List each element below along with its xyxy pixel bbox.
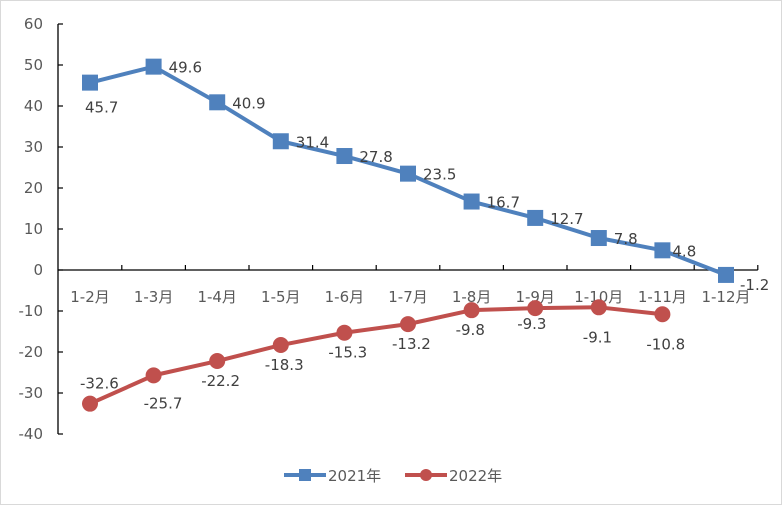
y-tick-label: -20	[19, 343, 44, 361]
y-tick-label: 0	[33, 261, 43, 279]
data-point-circle	[336, 324, 353, 341]
x-category-label: 1-2月	[70, 288, 110, 306]
data-label: 12.7	[550, 210, 583, 228]
legend-item: 2021年	[284, 467, 381, 485]
legend: 2021年 2022年	[284, 467, 502, 485]
legend-item: 2022年	[405, 467, 502, 485]
data-label: -18.3	[265, 356, 304, 374]
x-category-label: 1-9月	[515, 288, 555, 306]
series-layer	[82, 58, 734, 412]
data-point-square	[718, 266, 734, 283]
data-point-square	[654, 242, 671, 259]
data-label: -9.3	[517, 315, 546, 333]
series-2022年	[82, 299, 671, 412]
data-point-square	[590, 230, 607, 247]
data-label: -9.8	[456, 321, 485, 339]
x-category-label: 1-12月	[701, 288, 750, 306]
data-point-circle	[590, 299, 607, 316]
y-tick-label: 40	[24, 97, 43, 115]
legend-marker-circle	[420, 469, 432, 481]
data-label: -32.6	[80, 375, 119, 393]
data-point-square	[527, 209, 544, 226]
data-label: -22.2	[201, 372, 240, 390]
x-category-label: 1-3月	[134, 288, 174, 306]
legend-label: 2022年	[449, 467, 502, 485]
data-point-square	[463, 193, 480, 210]
data-label: -1.2	[740, 276, 769, 294]
y-tick-label: 20	[24, 179, 43, 197]
data-label: 27.8	[359, 148, 392, 166]
data-label: -9.1	[583, 328, 612, 346]
data-point-circle	[209, 353, 226, 370]
data-point-square	[336, 148, 353, 165]
data-label: 40.9	[232, 94, 265, 112]
y-tick-label: -10	[19, 302, 44, 320]
data-label: 4.8	[672, 242, 696, 260]
data-label: -25.7	[144, 394, 183, 412]
data-label: -13.2	[392, 335, 431, 353]
x-category-label: 1-6月	[325, 288, 365, 306]
x-category-label: 1-11月	[638, 288, 687, 306]
data-point-square	[145, 58, 162, 75]
y-tick-label: -40	[19, 425, 44, 443]
series-2021年	[82, 58, 734, 283]
data-point-square	[400, 165, 416, 182]
axes: 60 50 40 30 20 10 0 -10 -20 -30 -40 1-2月 1-3月 1-4月 1-5…	[19, 15, 759, 443]
x-category-label: 1-5月	[261, 288, 301, 306]
x-category-label: 1-10月	[574, 288, 623, 306]
data-point-circle	[82, 395, 98, 412]
x-category-label: 1-8月	[452, 288, 492, 306]
legend-label: 2021年	[328, 467, 381, 485]
data-label: 23.5	[423, 166, 456, 184]
y-tick-label: -30	[19, 384, 44, 402]
data-labels-layer: 45.7 49.6 40.9 31.4 27.8 23.5 16.7 12.7 7.8 4.8 -1…	[80, 59, 769, 413]
data-point-square	[272, 133, 289, 150]
data-point-circle	[400, 316, 416, 333]
data-label: -10.8	[646, 335, 685, 353]
data-point-circle	[654, 306, 671, 323]
data-label: 7.8	[614, 230, 638, 248]
data-point-circle	[272, 337, 289, 354]
legend-marker-square	[299, 469, 311, 481]
y-tick-label: 30	[24, 138, 43, 156]
data-label: 31.4	[296, 133, 329, 151]
data-point-square	[82, 74, 98, 91]
data-label: 16.7	[487, 194, 520, 212]
y-tick-label: 50	[24, 56, 43, 74]
data-label: -15.3	[328, 344, 367, 362]
y-tick-label: 60	[24, 15, 43, 33]
data-point-circle	[527, 300, 544, 317]
y-tick-label: 10	[24, 220, 43, 238]
data-point-circle	[463, 302, 480, 319]
data-point-circle	[145, 367, 162, 384]
data-point-square	[209, 94, 226, 111]
series-line	[89, 305, 663, 406]
data-label: 49.6	[169, 59, 202, 77]
x-category-label: 1-4月	[197, 288, 237, 306]
data-label: 45.7	[85, 99, 118, 117]
x-category-label: 1-7月	[388, 288, 428, 306]
